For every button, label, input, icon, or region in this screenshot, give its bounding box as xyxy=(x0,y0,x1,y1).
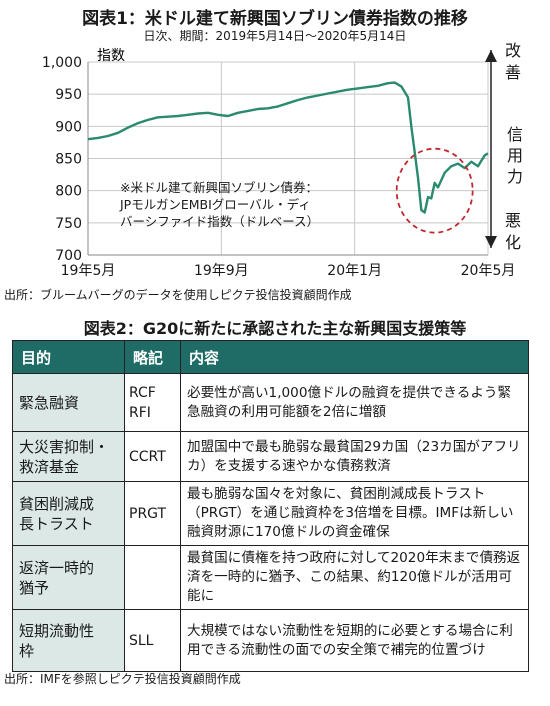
figure1-title: 図表1：米ドル建て新興国ソブリン債券指数の推移 xyxy=(82,9,468,29)
x-tick-label: 19年5月 xyxy=(61,263,116,279)
row-content: 加盟国中で最も脆弱な最貧国29カ国（23カ国がアフリカ）を支援する速やかな債務救… xyxy=(180,431,529,482)
y-tick-label: 1,000 xyxy=(42,55,82,71)
chart-note-line: バーシファイド指数（ドルベース） xyxy=(120,214,319,229)
figure2-title: 図表2：G20に新たに承認された主な新興国支援策等 xyxy=(83,319,467,338)
table-row: 貧困削減成 長トラスト PRGT 最も脆弱な国々を対象に、貧困削減成長トラスト（… xyxy=(12,481,529,546)
x-tick-label: 20年1月 xyxy=(327,263,382,279)
credit-label-char: 用 xyxy=(507,146,523,165)
chart-axes: 700 750 800 850 900 950 1,000 19年5月 19年9月 20年1月 20… xyxy=(42,55,515,279)
x-tick-label: 20年5月 xyxy=(461,263,516,279)
credit-label-char: 善 xyxy=(505,63,521,82)
row-content: 最貧国に債権を持つ政府に対して2020年末まで債務返済を一時的に猶予、この結果、… xyxy=(180,545,529,610)
table-row: 緊急融資 RCF RFI 必要性が高い1,000億ドルの融資を提供できるよう緊急… xyxy=(12,373,529,432)
credit-label-char: 悪 xyxy=(505,211,521,230)
y-tick-label: 850 xyxy=(55,152,82,168)
row-abbr xyxy=(124,545,181,610)
table-row: 返済一時的 猶予 最貧国に債権を持つ政府に対して2020年末まで債務返済を一時的… xyxy=(12,545,529,610)
row-content: 大規模ではない流動性を短期的に必要とする場合に利用できる流動性の面での安全策で補… xyxy=(180,609,529,672)
table-row: 短期流動性 枠 SLL 大規模ではない流動性を短期的に必要とする場合に利用できる… xyxy=(12,609,529,672)
credit-label-char: 改 xyxy=(505,41,521,60)
row-content: 最も脆弱な国々を対象に、貧困削減成長トラスト（PRGT）を通じ融資枠を3倍増を目… xyxy=(180,481,529,546)
credit-label-char: 化 xyxy=(505,233,521,252)
credit-label-char: 信 xyxy=(507,125,523,144)
row-purpose: 返済一時的 猶予 xyxy=(12,545,125,610)
policy-table: 目的 略記 内容 緊急融資 RCF RFI 必要性が高い1,000億ドルの融資を… xyxy=(12,340,529,672)
y-tick-label: 900 xyxy=(55,119,82,135)
y-tick-label: 950 xyxy=(55,87,82,103)
figure2-source: 出所：IMFを参照しピクテ投信投資顧問作成 xyxy=(4,672,241,686)
row-purpose: 大災害抑制・ 救済基金 xyxy=(12,431,125,482)
figure1-subtitle: 日次、期間：2019年5月14日～2020年5月14日 xyxy=(143,29,407,43)
chart-note: ※米ドル建て新興国ソブリン債券： JPモルガンEMBIグローバル・ディバーシファイ… xyxy=(119,180,319,229)
row-purpose: 緊急融資 xyxy=(12,373,125,432)
row-purpose: 短期流動性 枠 xyxy=(12,609,125,672)
row-abbr: SLL xyxy=(124,609,181,672)
chart-note-line: ※米ドル建て新興国ソブリン債券： xyxy=(120,180,318,195)
series-line xyxy=(87,81,489,214)
chart-note-line: JPモルガンEMBIグローバル・ディ xyxy=(119,197,311,212)
credit-arrow xyxy=(485,50,497,248)
y-axis-unit-label: 指数 xyxy=(97,48,125,64)
table-header-row: 目的 略記 内容 xyxy=(12,340,529,374)
y-tick-label: 750 xyxy=(55,216,82,232)
row-abbr: RCF RFI xyxy=(124,373,181,432)
credit-label-char: 力 xyxy=(507,167,523,186)
header-abbr: 略記 xyxy=(124,340,181,374)
row-abbr: PRGT xyxy=(124,481,181,546)
highlight-circle xyxy=(395,147,474,234)
chart-series xyxy=(87,81,489,234)
header-content: 内容 xyxy=(180,340,529,374)
row-abbr: CCRT xyxy=(124,431,181,482)
header-purpose: 目的 xyxy=(12,340,125,374)
figure1-source: 出所：ブルームバーグのデータを使用しピクテ投信投資顧問作成 xyxy=(4,288,352,302)
y-tick-label: 800 xyxy=(55,184,82,200)
table-row: 大災害抑制・ 救済基金 CCRT 加盟国中で最も脆弱な最貧国29カ国（23カ国が… xyxy=(12,431,529,482)
y-tick-label: 700 xyxy=(55,248,82,264)
row-content: 必要性が高い1,000億ドルの融資を提供できるよう緊急融資の利用可能額を2倍に増… xyxy=(180,373,529,432)
row-purpose: 貧困削減成 長トラスト xyxy=(12,481,125,546)
line-chart: 700 750 800 850 900 950 1,000 19年5月 19年9月 20年1月 20… xyxy=(42,41,523,279)
x-tick-label: 19年9月 xyxy=(194,263,249,279)
